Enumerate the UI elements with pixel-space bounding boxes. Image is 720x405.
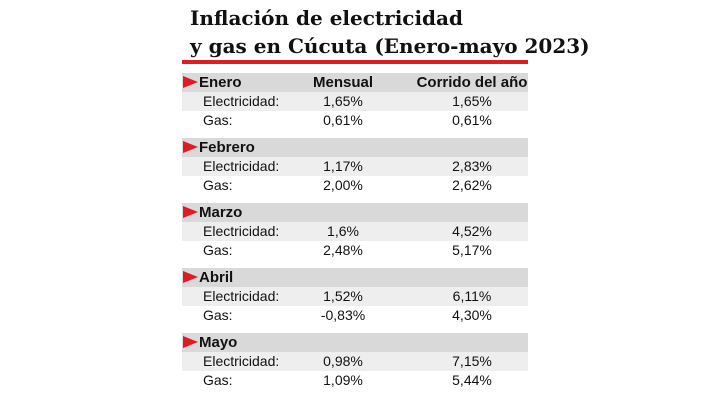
cell: 1,09% (323, 372, 363, 388)
data-row: Electricidad: 1,6% 4,52% (182, 222, 528, 241)
data-row: Electricidad: 1,65% 1,65% (182, 92, 528, 111)
row-label: Electricidad: (203, 223, 280, 239)
red-marker (183, 206, 198, 218)
row-label: Gas: (203, 112, 233, 128)
column-header: Mensual (312, 74, 374, 91)
red-marker (183, 271, 198, 283)
cell: 5,44% (452, 372, 492, 388)
row-label: Gas: (203, 372, 233, 388)
month: Febrero (199, 139, 255, 156)
cell: 2,48% (323, 242, 363, 258)
cell: 7,15% (452, 353, 492, 369)
row-label: Gas: (203, 242, 233, 258)
row-label: Gas: (203, 307, 233, 323)
cell: 5,17% (452, 242, 492, 258)
title: Inflación de electricidad (190, 6, 463, 30)
cell: 4,30% (452, 307, 492, 323)
month: Enero (199, 74, 242, 91)
red-marker (183, 336, 198, 348)
row-label: Electricidad: (203, 93, 280, 109)
row-label: Gas: (203, 177, 233, 193)
red-marker (183, 76, 198, 88)
cell: 0,61% (323, 112, 363, 128)
cell: 1,65% (323, 93, 363, 109)
cell: 0,61% (452, 112, 492, 128)
cell: 1,52% (323, 288, 363, 304)
data-row: Electricidad: 1,52% 6,11% (182, 287, 528, 306)
month: Abril (199, 269, 234, 286)
section-header: Enero Mensual Corrido del año (182, 73, 528, 92)
row-label: Electricidad: (203, 158, 280, 174)
section-header: Mayo (182, 333, 528, 352)
cell: 1,6% (327, 223, 359, 239)
cell: 2,62% (452, 177, 492, 193)
section-header: Abril (182, 268, 528, 287)
cell: 4,52% (452, 223, 492, 239)
data-row: Gas: 2,48% 5,17% (182, 241, 528, 260)
section-header: Marzo (182, 203, 528, 222)
cell: 0,98% (323, 353, 363, 369)
data-row: Electricidad: 0,98% 7,15% (182, 352, 528, 371)
data-row: Gas: -0,83% 4,30% (182, 306, 528, 325)
data-row: Gas: 2,00% 2,62% (182, 176, 528, 195)
row-label: Electricidad: (203, 288, 280, 304)
row-label: Electricidad: (203, 353, 280, 369)
cell: 1,17% (323, 158, 363, 174)
cell: -0,83% (320, 307, 366, 323)
cell: 2,00% (323, 177, 363, 193)
data-row: Gas: 0,61% 0,61% (182, 111, 528, 130)
section-header: Febrero (182, 138, 528, 157)
cell: 2,83% (452, 158, 492, 174)
cell: 1,65% (452, 93, 492, 109)
data-row: Electricidad: 1,17% 2,83% (182, 157, 528, 176)
month: Mayo (199, 334, 238, 351)
title: y gas en Cúcuta (Enero-mayo 2023) (190, 34, 590, 58)
month: Marzo (199, 204, 243, 221)
red-rule (182, 60, 528, 64)
column-header: Corrido del año (416, 74, 528, 91)
red-marker (183, 141, 198, 153)
cell: 6,11% (452, 288, 492, 304)
data-row: Gas: 1,09% 5,44% (182, 371, 528, 390)
